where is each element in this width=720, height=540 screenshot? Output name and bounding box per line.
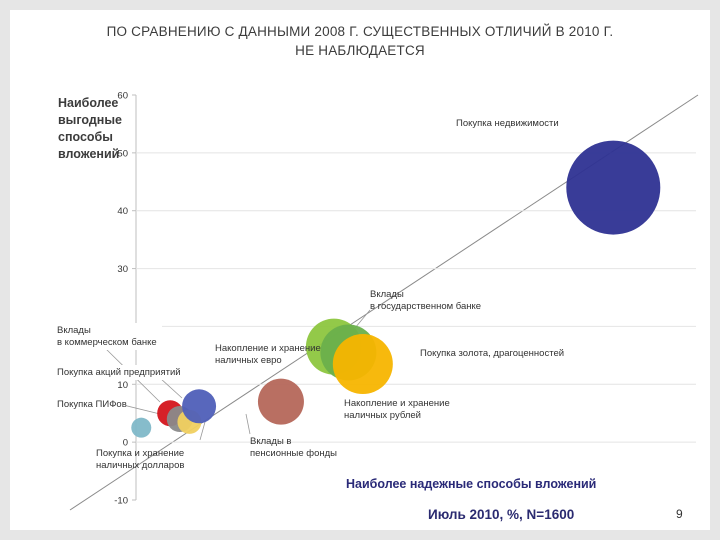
slide-title: ПО СРАВНЕНИЮ С ДАННЫМИ 2008 Г. СУЩЕСТВЕН… — [106, 24, 614, 58]
bubble-label: Покупка акций предприятий — [54, 365, 188, 380]
bubble-label-line: Вклады — [370, 289, 404, 300]
y-tick-label: 10 — [117, 380, 128, 391]
bubble-point — [332, 334, 393, 395]
bubble-label-line: Покупка золота, драгоценностей — [420, 348, 564, 359]
bubble-label-line: Вклады — [57, 325, 91, 336]
bubble-point — [131, 417, 152, 438]
bubble-label: Покупка ПИФов — [54, 397, 127, 412]
y-axis-title: Наиболее выгодные способы вложений — [58, 96, 122, 161]
bubble-label-text: Вклады в пенсионные фонды — [250, 436, 337, 459]
leader-line — [159, 377, 183, 399]
y-axis: 6050403020100-10 — [114, 91, 696, 507]
bubble-label-bg — [54, 397, 127, 412]
bubble-label-text: Накопление и хранение наличных рублей — [344, 398, 450, 421]
y-tick-label: 0 — [123, 438, 128, 449]
bubble-chart: 6050403020100-10 Покупка недвижимостиВкл… — [54, 91, 699, 511]
bubble-label-line: наличных рублей — [344, 410, 421, 421]
bubble-label: Вклады в коммерческом банке — [54, 323, 162, 350]
bubble-label-text: Покупка и хранение наличных долларов — [96, 448, 184, 471]
leader-line — [199, 421, 206, 441]
bubble-label: Накопление и хранение наличных рублей — [344, 398, 450, 421]
y-tick-label: 50 — [117, 148, 128, 159]
bubble-label-line: наличных евро — [215, 355, 282, 366]
bubble-label-line: Покупка и хранение — [96, 448, 184, 459]
leader-line — [245, 413, 251, 435]
bubble-label-text: Покупка ПИФов — [57, 399, 127, 410]
bubble-label-text: Покупка золота, драгоценностей — [420, 348, 564, 359]
bubble-label-line: Накопление и хранение — [344, 398, 450, 409]
bubble-label-line: Покупка акций предприятий — [57, 367, 181, 378]
page-number: 9 — [676, 507, 683, 521]
bubble-label: Вклады в пенсионные фонды — [250, 436, 337, 459]
y-tick-label: 40 — [117, 206, 128, 217]
bubble-point — [182, 389, 217, 424]
bubble-label-text: Накопление и хранение наличных евро — [215, 343, 321, 366]
bubble-label: Покупка и хранение наличных долларов — [96, 448, 184, 471]
y-axis-title-line: выгодные — [58, 113, 122, 127]
y-tick-label: 60 — [117, 91, 128, 102]
leader-line — [354, 309, 371, 329]
bubble-label: Покупка недвижимости — [456, 118, 559, 129]
x-axis-title: Наиболее надежные способы вложений — [346, 477, 596, 491]
y-axis-title-line: способы — [58, 130, 113, 144]
bubble-label-line: в коммерческом банке — [57, 337, 157, 348]
bubble-label-bg — [54, 323, 162, 350]
slide: ПО СРАВНЕНИЮ С ДАННЫМИ 2008 Г. СУЩЕСТВЕН… — [10, 10, 710, 530]
bubble-point — [566, 140, 661, 235]
footer-caption: Июль 2010, %, N=1600 — [428, 507, 575, 522]
bubble-label: Накопление и хранение наличных евро — [215, 343, 321, 366]
bubble-label-line: в государственном банке — [370, 301, 481, 312]
bubbles — [131, 140, 661, 438]
bubble-label-text: Покупка недвижимости — [456, 118, 559, 129]
axis-titles: Наиболее выгодные способы вложений Наиболее … — [58, 96, 596, 491]
bubble-label-line: наличных долларов — [96, 460, 184, 471]
bubble-label-line: пенсионные фонды — [250, 448, 337, 459]
bubble-label-line: Покупка недвижимости — [456, 118, 559, 129]
y-tick-label: -10 — [114, 496, 128, 507]
bubble-label-line: Покупка ПИФов — [57, 399, 127, 410]
bubble-label-text: Вклады в государственном банке — [370, 289, 481, 312]
bubble-label: Вклады в государственном банке — [370, 289, 481, 312]
bubble-label-bg — [54, 365, 188, 380]
y-tick-label: 30 — [117, 264, 128, 275]
bubble-point — [257, 378, 304, 425]
bubble-label-line: Вклады в — [250, 436, 291, 447]
bubble-label-text: Вклады в коммерческом банке — [57, 325, 157, 348]
y-axis-title-line: Наиболее — [58, 96, 118, 110]
bubble-label: Покупка золота, драгоценностей — [420, 348, 564, 359]
bubble-label-line: Накопление и хранение — [215, 343, 321, 354]
y-axis-title-line: вложений — [58, 147, 119, 161]
bubble-label-text: Покупка акций предприятий — [57, 367, 181, 378]
